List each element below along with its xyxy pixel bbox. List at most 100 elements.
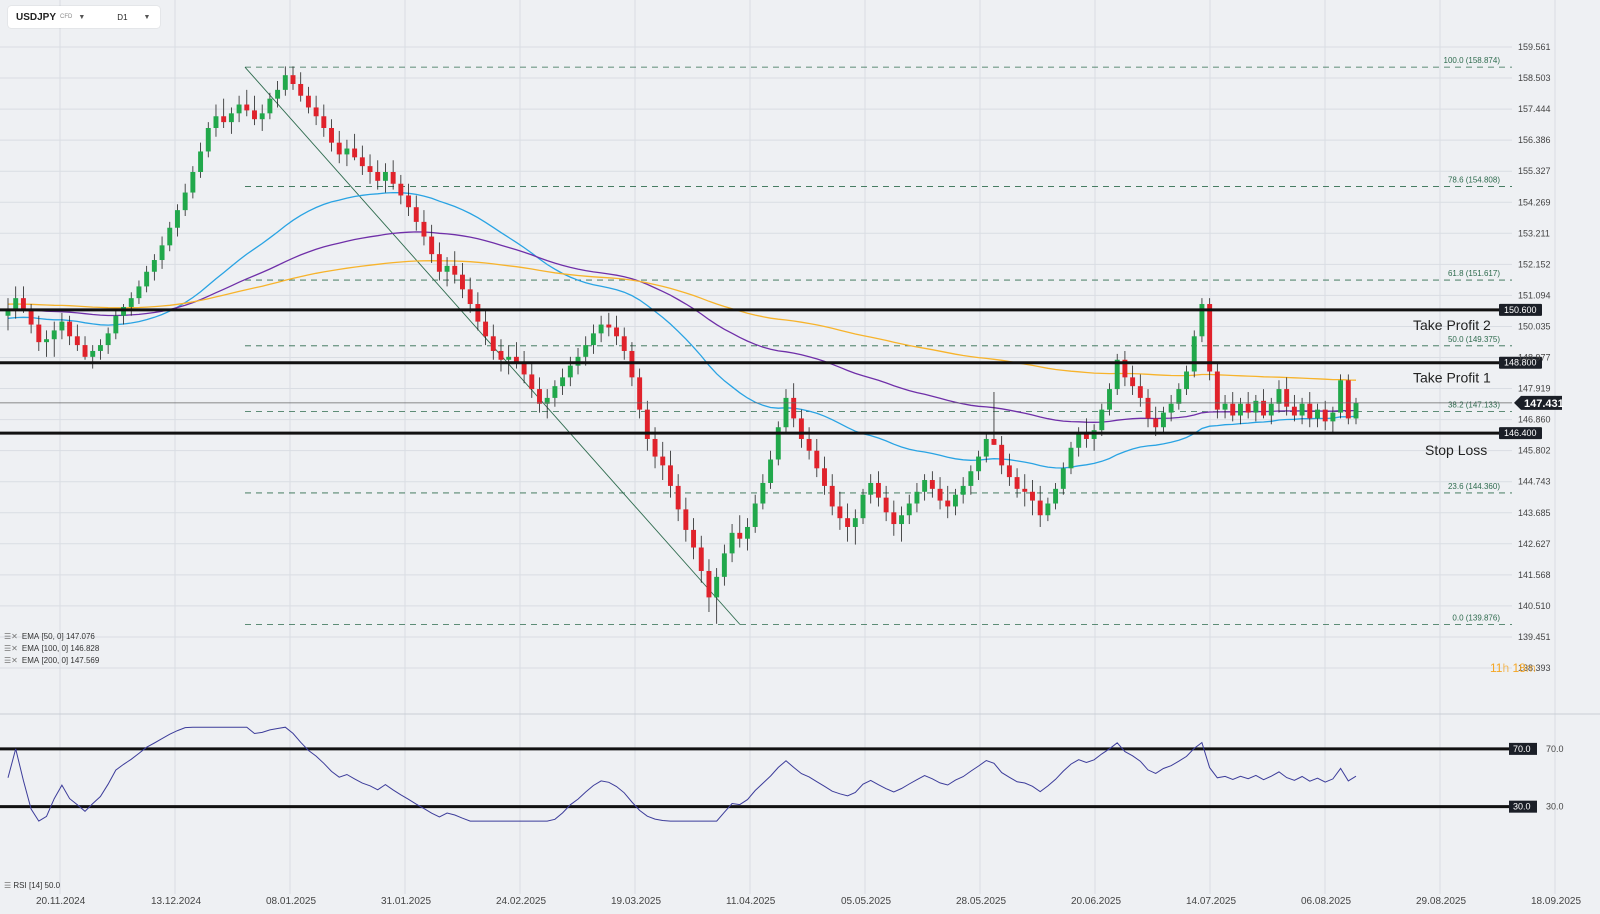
candle-body xyxy=(190,172,196,193)
candle-body xyxy=(97,345,103,351)
candle-body xyxy=(113,315,119,334)
candle-body xyxy=(1114,359,1120,390)
ema-50-legend[interactable]: ☰✕ EMA [50, 0] 147.076 xyxy=(4,632,95,641)
price-level-tag-label: 146.400 xyxy=(1504,428,1537,438)
candle-body xyxy=(983,438,989,457)
candle-body xyxy=(182,192,188,211)
candle-body xyxy=(1060,468,1066,489)
candle-body xyxy=(436,254,442,272)
candle-body xyxy=(814,450,820,469)
date-tick-label: 08.01.2025 xyxy=(266,896,316,907)
countdown-minutes: 18 xyxy=(1512,661,1526,675)
candle-body xyxy=(1006,465,1012,478)
date-tick-label: 06.08.2025 xyxy=(1301,896,1351,907)
candle-body xyxy=(1168,403,1174,413)
candle-body xyxy=(460,274,465,290)
candle-body xyxy=(837,506,843,519)
horizontal-levels[interactable]: 150.600 Take Profit 2 148.800 Take Profit 1… xyxy=(0,303,1564,458)
price-tick-label: 159.561 xyxy=(1518,42,1551,52)
candle-body xyxy=(991,438,997,445)
ema-200-value: 147.569 xyxy=(70,656,100,665)
candle-body xyxy=(36,324,42,343)
candle-body xyxy=(783,397,789,428)
price-tick-label: 143.685 xyxy=(1518,508,1551,518)
candle-body xyxy=(922,480,928,492)
candle-body xyxy=(1245,403,1251,413)
rsi-label: RSI [14] 50.0 xyxy=(13,881,61,890)
price-tick-label: 153.211 xyxy=(1518,228,1550,238)
candle-body xyxy=(1191,336,1197,372)
candle-body xyxy=(1145,397,1151,419)
candle-body xyxy=(1345,380,1351,419)
date-tick-label: 20.11.2024 xyxy=(36,896,86,907)
settings-icon[interactable]: ☰✕ xyxy=(4,644,18,653)
candle-body xyxy=(252,110,257,120)
candle-body xyxy=(413,207,419,222)
price-tick-label: 157.444 xyxy=(1518,104,1551,114)
candle-body xyxy=(144,271,150,287)
candle-body xyxy=(390,172,396,184)
candle-body xyxy=(852,518,858,527)
candle-body xyxy=(960,485,966,495)
candle-body xyxy=(51,330,57,340)
candle-body xyxy=(74,336,80,346)
symbol-dropdown-icon[interactable]: ▼ xyxy=(78,13,86,21)
candle-body xyxy=(583,345,589,357)
candle-body xyxy=(167,227,173,246)
candle-body xyxy=(490,336,496,351)
ema-50-params: [50, 0] xyxy=(41,632,64,641)
candle-body xyxy=(598,324,604,334)
price-tick-label: 154.269 xyxy=(1518,197,1551,207)
candle-body xyxy=(1353,402,1359,419)
candle-body xyxy=(5,309,11,316)
symbol-toolbar[interactable]: USDJPY CFD ▼ D1 ▼ xyxy=(8,6,160,28)
ema-50-value: 147.076 xyxy=(65,632,95,641)
candle-body xyxy=(937,488,943,501)
price-level-tag: 148.800 xyxy=(1499,356,1542,369)
ema-100-params: [100, 0] xyxy=(41,644,69,653)
ema-200-name: EMA xyxy=(21,656,40,665)
rsi-level-tag xyxy=(1509,742,1537,755)
ema-200-legend[interactable]: ☰✕ EMA [200, 0] 147.569 xyxy=(4,656,99,665)
candle-body xyxy=(1222,403,1228,410)
instrument-type-badge: CFD xyxy=(60,14,73,20)
candle-body xyxy=(1237,403,1243,416)
candle-body xyxy=(275,89,281,99)
timeframe-label[interactable]: D1 xyxy=(117,12,128,22)
candle-body xyxy=(359,157,365,167)
candle-body xyxy=(382,172,388,181)
candle-body xyxy=(1045,503,1051,516)
settings-icon[interactable]: ☰✕ xyxy=(4,632,18,641)
ema-100-legend[interactable]: ☰✕ EMA [100, 0] 146.828 xyxy=(4,644,99,653)
candle-body xyxy=(1160,412,1166,428)
candle-body xyxy=(714,576,720,598)
symbol-label[interactable]: USDJPY xyxy=(16,11,57,23)
candle-body xyxy=(1261,400,1267,416)
timeframe-dropdown-icon[interactable]: ▼ xyxy=(143,13,151,21)
candle-body xyxy=(899,515,904,525)
ema-50-line xyxy=(7,191,1357,469)
candle-body xyxy=(221,116,227,123)
rsi-legend[interactable]: ☰ RSI [14] 50.0 xyxy=(4,881,60,890)
candle-body xyxy=(1022,488,1028,492)
candle-body xyxy=(259,113,265,120)
candle-body xyxy=(567,365,573,378)
candle-body xyxy=(90,350,96,357)
candle-body xyxy=(552,386,558,398)
candle-body xyxy=(398,183,404,196)
date-tick-label: 31.01.2025 xyxy=(381,896,431,907)
candle-body xyxy=(745,526,750,539)
candle-body xyxy=(344,148,350,155)
candle-body xyxy=(313,107,319,117)
candle-body xyxy=(244,104,250,111)
settings-icon[interactable]: ☰✕ xyxy=(4,656,18,665)
candle-body xyxy=(1099,409,1105,431)
ema-100-name: EMA xyxy=(21,644,40,653)
candle-body xyxy=(282,75,288,90)
candle-body xyxy=(845,518,851,527)
candle-body xyxy=(1014,477,1020,489)
settings-icon[interactable]: ☰ xyxy=(4,881,12,890)
candle-body xyxy=(860,494,866,519)
candle-body xyxy=(698,547,704,571)
